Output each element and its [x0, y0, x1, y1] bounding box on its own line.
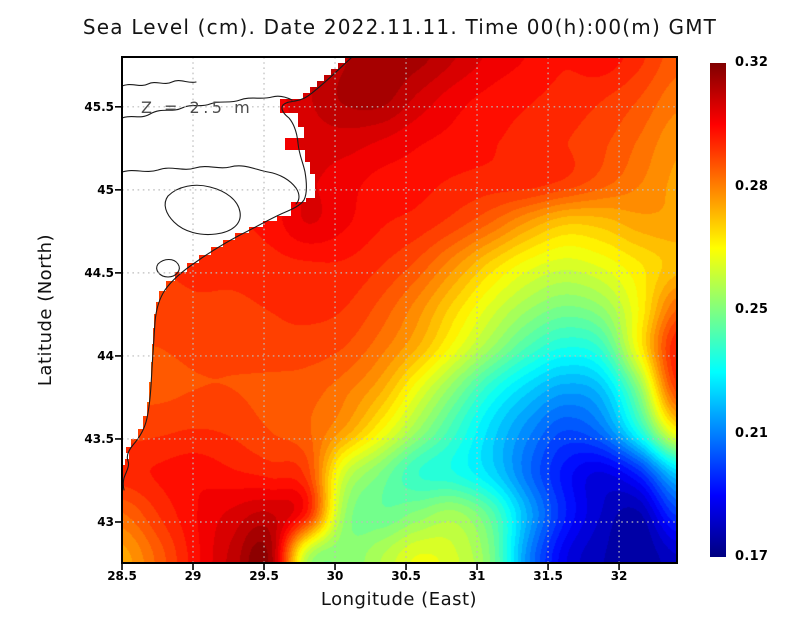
x-tick-label: 31	[468, 569, 486, 583]
y-tick-label: 45	[97, 182, 114, 197]
x-tick-label: 30	[326, 569, 344, 583]
y-tick-label: 45.5	[84, 99, 114, 114]
x-tick-label: 31.5	[533, 569, 563, 583]
y-tick-label: 43.5	[84, 431, 114, 446]
x-tick-label: 29	[184, 569, 202, 583]
x-axis-title: Longitude (East)	[320, 589, 478, 610]
x-tick-label: 30.5	[391, 569, 421, 583]
plot-title: Sea Level (cm). Date 2022.11.11. Time 00…	[82, 15, 718, 39]
colorbar	[710, 63, 726, 557]
x-tick-label: 28.5	[107, 569, 137, 583]
colorbar-tick-label: 0.28	[735, 178, 769, 194]
y-tick-label: 44.5	[84, 265, 114, 280]
sea-level-heatmap	[122, 57, 677, 563]
depth-annotation: Z = 2.5 m	[141, 98, 254, 117]
colorbar-tick-label: 0.17	[735, 549, 769, 564]
x-tick-label: 32	[610, 569, 628, 583]
y-tick-label: 44	[97, 348, 114, 363]
y-axis-title: Latitude (North)	[35, 233, 56, 387]
y-tick-label: 43	[97, 514, 114, 529]
colorbar-tick-label: 0.32	[735, 55, 769, 70]
colorbar-tick-label: 0.25	[735, 302, 769, 317]
colorbar-tick-label: 0.21	[735, 425, 769, 441]
x-tick-label: 29.5	[249, 569, 279, 583]
